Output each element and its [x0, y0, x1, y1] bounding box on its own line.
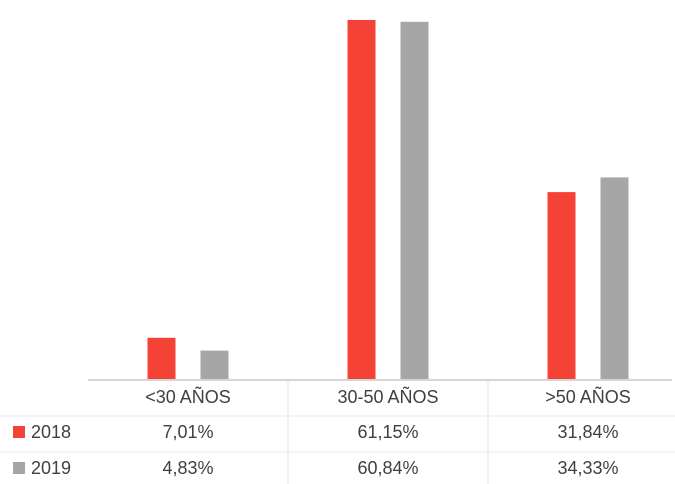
legend-swatch-2018: [13, 426, 25, 438]
data-table-cell: 61,15%: [357, 422, 418, 442]
bar-2019-2: [600, 177, 629, 379]
legend-label-2019: 2019: [31, 458, 71, 478]
bar-2018-0: [147, 337, 176, 379]
category-label: 30-50 AÑOS: [337, 386, 438, 407]
data-table-cell: 4,83%: [162, 458, 213, 478]
data-table: <30 AÑOS 30-50 AÑOS >50 AÑOS 2018 7,01% 61,15…: [0, 380, 675, 484]
bar-2019-1: [400, 21, 429, 380]
legend-label-2018: 2018: [31, 422, 71, 442]
bar-2019-0: [200, 350, 229, 379]
data-table-cell: 31,84%: [557, 422, 618, 442]
legend-swatch-2019: [13, 462, 25, 474]
data-table-cell: 60,84%: [357, 458, 418, 478]
data-table-cell: 34,33%: [557, 458, 618, 478]
bars-group: [147, 20, 629, 380]
bar-2018-2: [547, 192, 576, 379]
bar-2018-1: [347, 20, 376, 379]
category-label: >50 AÑOS: [545, 386, 631, 407]
data-table-cell: 7,01%: [162, 422, 213, 442]
category-label: <30 AÑOS: [145, 386, 231, 407]
